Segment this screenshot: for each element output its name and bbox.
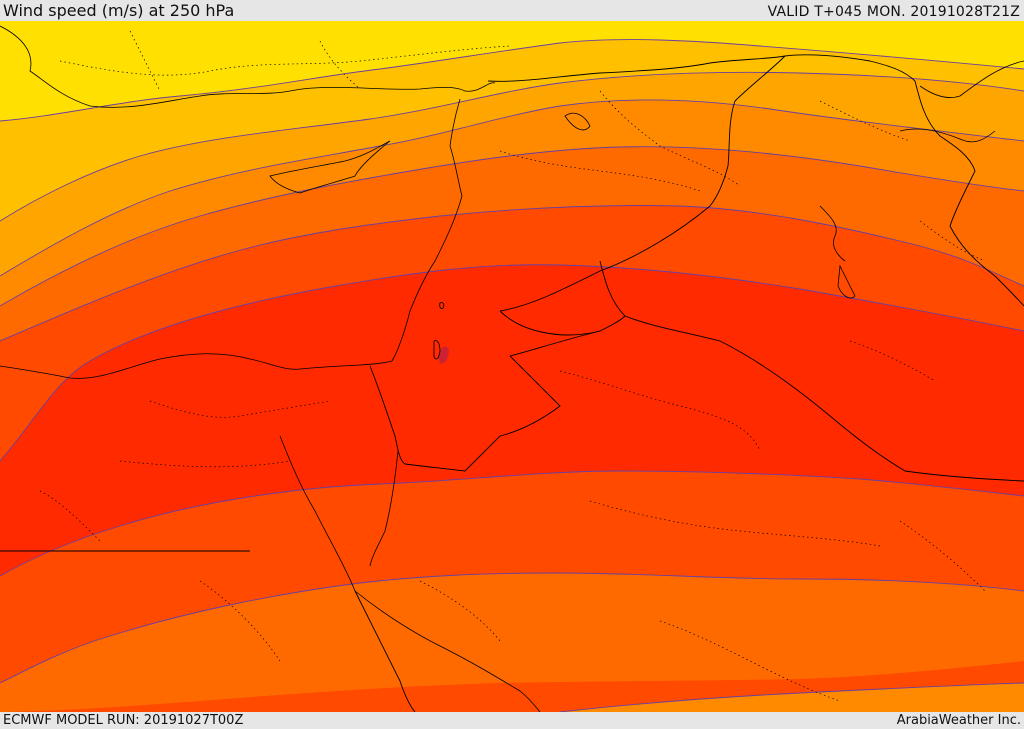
wind-band-southern-4 xyxy=(560,683,1024,712)
header-bar: Wind speed (m/s) at 250 hPa VALID T+045 … xyxy=(0,0,1024,21)
wind-band-southern-5 xyxy=(0,573,1024,712)
wind-band-southern-6 xyxy=(0,471,1024,683)
isotach-contours xyxy=(0,39,1024,712)
valid-time: VALID T+045 MON. 20191028T21Z xyxy=(767,4,1020,20)
footer-bar: ECMWF MODEL RUN: 20191027T00Z ArabiaWeat… xyxy=(0,712,1024,729)
province-boundaries xyxy=(39,30,986,702)
credit-label: ArabiaWeather Inc. xyxy=(896,713,1021,728)
map-panel[interactable] xyxy=(0,21,1024,712)
map-title: Wind speed (m/s) at 250 hPa xyxy=(3,1,235,20)
wind-band-7 xyxy=(0,264,1024,576)
model-run-label: ECMWF MODEL RUN: 20191027T00Z xyxy=(3,713,244,728)
coastlines xyxy=(0,25,1024,712)
wind-speed-map[interactable] xyxy=(0,21,1024,712)
country-borders xyxy=(0,54,1024,712)
max-wind-core xyxy=(438,346,449,364)
